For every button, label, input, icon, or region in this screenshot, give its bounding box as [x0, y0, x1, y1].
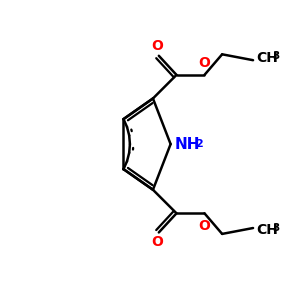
Text: O: O — [152, 39, 163, 53]
Text: 2: 2 — [195, 139, 203, 148]
Text: CH: CH — [256, 51, 278, 65]
Text: CH: CH — [256, 224, 278, 237]
Text: 3: 3 — [273, 223, 280, 233]
Text: O: O — [199, 219, 210, 232]
Text: NH: NH — [175, 136, 200, 152]
Text: O: O — [199, 56, 210, 70]
Text: O: O — [152, 236, 163, 249]
Text: 3: 3 — [273, 51, 280, 61]
